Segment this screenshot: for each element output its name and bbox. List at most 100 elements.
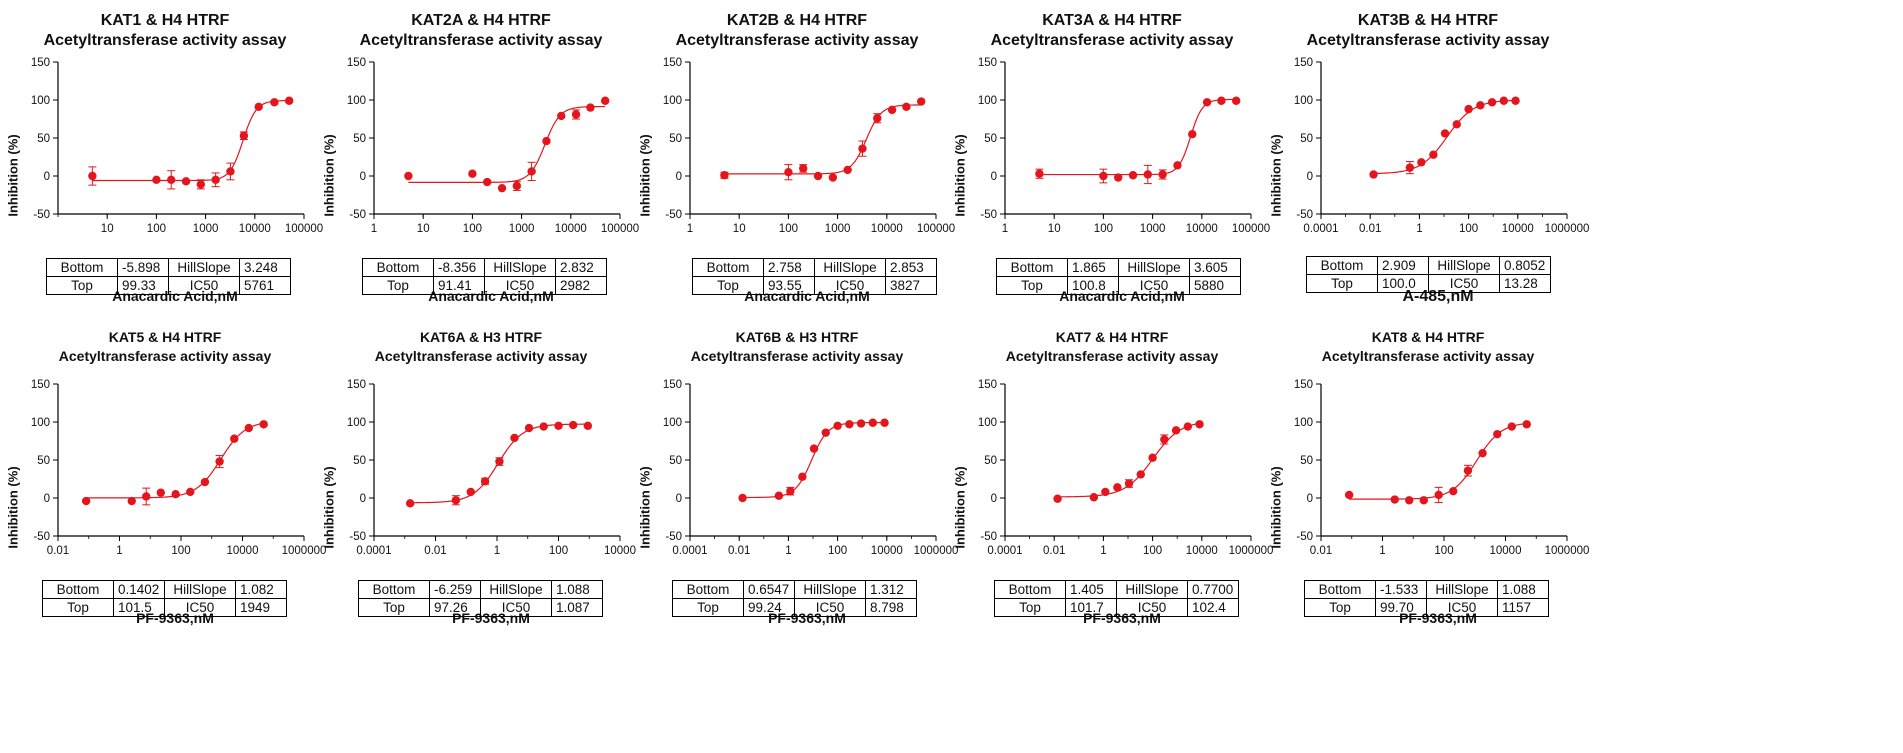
data-point <box>1429 150 1438 159</box>
params-row: Bottom 2.909 HillSlope 0.8052 <box>1306 256 1551 275</box>
param-value: 1.088 <box>1497 580 1549 599</box>
x-tick-label: 0.01 <box>47 545 69 557</box>
y-tick-label: 50 <box>984 455 997 467</box>
y-tick-label: 50 <box>669 133 682 145</box>
data-point <box>270 98 279 107</box>
y-tick-label: 100 <box>978 95 997 107</box>
data-point <box>127 496 136 506</box>
x-tick-label: 100000 <box>601 223 639 235</box>
x-tick-label: 10 <box>101 223 114 235</box>
param-value: 99.33 <box>117 276 169 295</box>
x-tick-label: 1000000 <box>1545 223 1590 235</box>
plot-area: 150 100 50 0 -50 1 10 100 1000 10000 100000 <box>347 57 639 235</box>
chart-subtitle: Acetyltransferase activity assay <box>990 32 1234 49</box>
chart-title: KAT2A & H4 HTRF <box>411 12 551 29</box>
param-label: Top <box>358 598 430 617</box>
data-point <box>142 492 151 501</box>
data-point <box>586 103 595 112</box>
chart-title: KAT6B & H3 HTRF <box>735 329 859 345</box>
data-point <box>813 171 823 181</box>
param-label: Bottom <box>1306 256 1378 275</box>
data-point <box>186 487 195 497</box>
y-tick-label: 100 <box>978 417 997 429</box>
data-point <box>1136 470 1145 479</box>
chart-panel: KAT5 & H4 HTRF Acetyltransferase activity… <box>0 322 340 642</box>
fit-curve <box>86 422 264 499</box>
data-point <box>1369 170 1378 179</box>
data-point <box>1173 161 1182 170</box>
fit-curve <box>724 104 922 175</box>
param-value: 2.758 <box>763 258 815 277</box>
x-tick-label: 0.01 <box>1043 545 1065 557</box>
data-point <box>828 173 838 182</box>
plot-area: 150 100 50 0 -50 0.0001 0.01 1 100 10000 <box>347 379 636 557</box>
param-value: 3.248 <box>239 258 291 277</box>
param-label: Top <box>672 598 744 617</box>
y-tick-label: 100 <box>1294 95 1313 107</box>
param-label: Top <box>46 276 118 295</box>
param-value: 1.088 <box>551 580 603 599</box>
params-row: Top 101.5 IC50 1949 <box>42 598 287 617</box>
y-tick-label: -50 <box>349 209 366 221</box>
x-tick-label: 1000 <box>825 223 851 235</box>
data-point <box>512 181 522 191</box>
y-tick-label: 0 <box>1307 171 1313 183</box>
y-tick-label: 150 <box>31 57 50 69</box>
y-tick-label: 100 <box>31 95 50 107</box>
y-tick-label: 100 <box>663 95 682 107</box>
data-point <box>1449 486 1458 496</box>
param-value: 99.24 <box>743 598 795 617</box>
params-row: Bottom -1.533 HillSlope 1.088 <box>1304 580 1549 599</box>
data-point <box>786 486 795 496</box>
data-point <box>1089 493 1099 502</box>
plot-area: 150 100 50 0 -50 1 10 100 1000 10000 100000 <box>978 57 1270 235</box>
param-value: 2.909 <box>1377 256 1429 275</box>
data-point <box>1419 496 1428 505</box>
x-tick-label: 1000000 <box>1229 545 1274 557</box>
data-point <box>200 477 210 487</box>
data-point <box>571 110 581 119</box>
data-point <box>226 167 235 176</box>
param-value: 91.41 <box>433 276 485 295</box>
param-value: 2982 <box>555 276 607 295</box>
chart-title: KAT3A & H4 HTRF <box>1042 12 1182 29</box>
plot-area: 150 100 50 0 -50 0.0001 0.01 1 100 10000 1000000 <box>663 379 959 557</box>
data-point <box>845 420 854 429</box>
data-point <box>1188 130 1197 139</box>
param-label: IC50 <box>1116 598 1188 617</box>
data-point <box>167 175 176 184</box>
plot-area: 150 100 50 0 -50 0.01 1 100 10000 1000000 <box>1294 379 1590 557</box>
x-tick-label: 100 <box>779 223 798 235</box>
x-tick-label: 1000000 <box>914 545 959 557</box>
param-label: IC50 <box>794 598 866 617</box>
data-point <box>244 423 253 433</box>
param-label: Top <box>1306 274 1378 293</box>
param-label: IC50 <box>1426 598 1498 617</box>
x-tick-label: 1 <box>1100 545 1106 557</box>
params-row: Top 99.24 IC50 8.798 <box>672 598 917 617</box>
y-tick-label: -50 <box>33 209 50 221</box>
data-point <box>843 165 852 175</box>
plot-area: 150 100 50 0 -50 0.0001 0.01 1 100 10000 1000000 <box>978 379 1274 557</box>
y-tick-label: 0 <box>991 171 997 183</box>
data-point <box>1417 158 1426 167</box>
y-tick-label: 0 <box>44 171 50 183</box>
param-label: Top <box>692 276 764 295</box>
chart-title: KAT1 & H4 HTRF <box>100 12 230 29</box>
y-tick-label: -50 <box>1296 209 1313 221</box>
data-point <box>451 496 461 505</box>
param-value: -1.533 <box>1375 580 1427 599</box>
data-point <box>1452 120 1461 129</box>
data-point <box>1231 96 1241 105</box>
x-tick-label: 1 <box>494 545 500 557</box>
data-point <box>1158 170 1167 179</box>
params-row: Bottom 0.6547 HillSlope 1.312 <box>672 580 917 599</box>
y-tick-label: 100 <box>347 95 366 107</box>
param-value: 13.28 <box>1499 274 1551 293</box>
param-label: IC50 <box>1118 276 1190 295</box>
data-point <box>568 420 578 430</box>
param-value: 0.1402 <box>113 580 165 599</box>
param-value: 100.0 <box>1377 274 1429 293</box>
param-label: Bottom <box>42 580 114 599</box>
data-point <box>799 164 808 173</box>
